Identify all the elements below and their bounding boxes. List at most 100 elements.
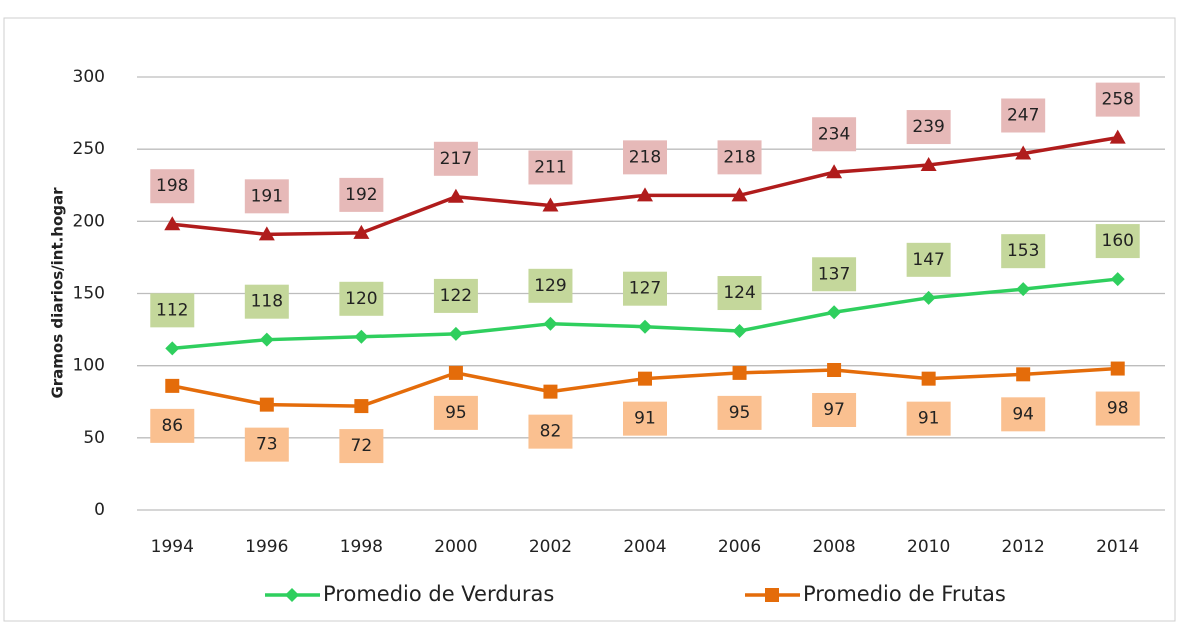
data-label: 160 [1102, 231, 1134, 251]
legend-label: Promedio de Verduras [323, 582, 554, 606]
data-point [165, 378, 180, 393]
data-point [354, 399, 369, 414]
data-point [165, 341, 180, 356]
x-tick-label: 2012 [1002, 537, 1045, 557]
data-label-box [244, 284, 289, 319]
data-point [353, 224, 370, 239]
data-label-box [623, 271, 667, 306]
data-label-box [906, 242, 951, 277]
y-tick-label: 150 [73, 284, 105, 304]
data-label-box [339, 281, 384, 316]
x-tick-label: 2014 [1096, 537, 1139, 557]
data-point [732, 365, 747, 380]
y-tick-label: 200 [73, 211, 105, 231]
data-label-box [1095, 391, 1140, 426]
y-tick-label: 50 [83, 428, 105, 448]
data-label-box [623, 140, 667, 175]
data-point [827, 305, 842, 320]
data-point [1110, 272, 1125, 287]
data-label-box [812, 392, 857, 427]
data-label-box [339, 429, 384, 464]
x-tick-label: 2002 [529, 537, 572, 557]
x-tick-label: 2004 [623, 537, 666, 557]
data-point [637, 187, 653, 202]
data-label-box [1001, 98, 1046, 133]
data-point [1015, 145, 1032, 160]
data-label-box [906, 110, 951, 145]
data-point [921, 371, 936, 386]
x-tick-label: 2000 [434, 537, 477, 557]
legend-label: Promedio de Frutas [803, 582, 1006, 606]
data-label-box [717, 395, 762, 430]
data-label: 86 [161, 416, 183, 436]
data-label: 218 [723, 147, 755, 167]
data-label-box [717, 276, 762, 311]
data-point [1110, 361, 1125, 376]
data-label: 147 [912, 250, 944, 270]
legend-marker [285, 588, 299, 602]
data-label-box [150, 293, 195, 328]
data-label-box [433, 141, 478, 176]
data-point [354, 329, 369, 344]
data-label-box [244, 179, 289, 214]
data-label: 234 [818, 124, 850, 144]
x-tick-label: 1998 [340, 537, 383, 557]
data-point [638, 371, 652, 386]
data-label-box [906, 401, 951, 436]
data-point [732, 324, 747, 339]
data-label-box [717, 140, 762, 175]
data-label: 218 [629, 147, 661, 167]
y-tick-label: 0 [94, 500, 105, 520]
data-point [921, 290, 936, 305]
data-label: 120 [345, 289, 377, 309]
data-point [543, 384, 558, 399]
data-point [1016, 367, 1031, 382]
data-label-box [1095, 224, 1140, 259]
data-label: 118 [251, 292, 283, 312]
data-label: 91 [918, 409, 940, 429]
x-tick-label: 2010 [907, 537, 950, 557]
data-label: 82 [540, 422, 562, 442]
y-axis-label: Gramos diarios/int.hogar [49, 187, 67, 399]
y-tick-label: 300 [73, 67, 105, 87]
data-label-box [339, 177, 384, 212]
data-label-box [1001, 234, 1046, 269]
y-tick-label: 250 [73, 139, 105, 159]
data-label-box [244, 427, 289, 462]
data-label: 97 [823, 400, 845, 420]
data-label-box [150, 169, 195, 204]
legend-marker [765, 588, 779, 602]
data-label-box [528, 268, 573, 303]
data-label: 153 [1007, 241, 1039, 261]
x-tick-label: 1994 [151, 537, 194, 557]
data-point [1016, 282, 1031, 297]
data-label-box [812, 257, 857, 292]
data-label: 198 [156, 176, 188, 196]
data-label: 191 [251, 186, 283, 206]
data-point [543, 316, 558, 331]
data-point [259, 332, 274, 347]
data-label: 95 [729, 403, 751, 423]
data-point [638, 319, 652, 334]
data-point [1109, 129, 1126, 144]
data-label: 112 [156, 300, 188, 320]
data-label: 247 [1007, 105, 1039, 125]
data-point [258, 226, 275, 241]
x-tick-label: 1996 [245, 537, 288, 557]
data-label-box [623, 401, 667, 436]
data-label: 127 [629, 279, 661, 299]
data-label-box [812, 117, 857, 152]
data-label: 217 [440, 149, 472, 169]
data-label: 98 [1107, 399, 1129, 419]
data-label: 211 [534, 157, 566, 177]
data-label: 91 [634, 409, 656, 429]
data-label-box [1001, 397, 1046, 432]
chart-frame [3, 17, 1176, 622]
data-label: 239 [912, 117, 944, 137]
data-point [542, 197, 559, 212]
data-point [448, 326, 463, 341]
data-point [826, 164, 843, 179]
data-label: 73 [256, 435, 278, 455]
data-label-box [433, 395, 478, 430]
